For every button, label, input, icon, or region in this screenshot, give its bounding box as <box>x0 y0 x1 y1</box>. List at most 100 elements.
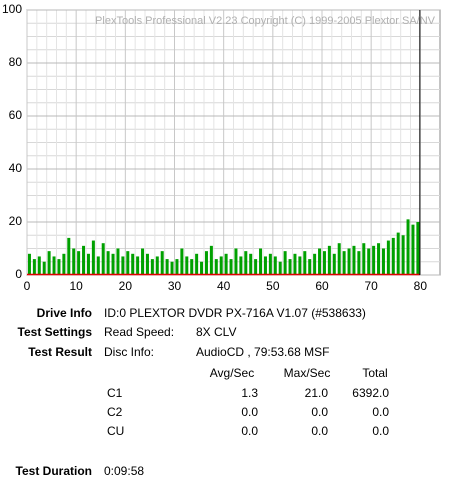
info-value: ID:0 PLEXTOR DVDR PX-716A V1.07 (#538633… <box>104 306 366 320</box>
table-cell: 6392.0 <box>352 386 389 400</box>
error-bar <box>145 253 149 275</box>
x-tick-label: 0 <box>24 279 31 293</box>
error-bar <box>229 259 233 275</box>
error-bar <box>278 261 282 275</box>
table-header: Total <box>362 366 387 380</box>
error-bar <box>293 253 297 275</box>
error-bar <box>72 248 76 275</box>
error-bar <box>357 251 361 275</box>
error-bar <box>308 259 312 275</box>
x-tick-label: 20 <box>119 279 133 293</box>
info-label: Test Result <box>28 345 92 359</box>
info-key: Disc Info: <box>104 345 154 359</box>
error-bar <box>224 253 228 275</box>
x-tick-label: 70 <box>364 279 378 293</box>
x-tick-label: 80 <box>414 279 428 293</box>
error-bar <box>37 256 41 275</box>
info-value: 0:09:58 <box>104 464 144 478</box>
error-bar <box>82 245 86 275</box>
error-bar <box>96 256 100 275</box>
error-bar <box>377 243 381 275</box>
row-label: CU <box>107 424 124 438</box>
watermark: PlexTools Professional V2.23 Copyright (… <box>95 15 436 27</box>
info-value: AudioCD , 79:53.68 MSF <box>196 345 329 359</box>
table-cell: 0.0 <box>372 424 389 438</box>
error-bar <box>396 232 400 275</box>
error-bar <box>303 251 307 275</box>
x-tick-label: 60 <box>315 279 329 293</box>
y-tick-label: 20 <box>9 214 23 228</box>
error-bar <box>259 248 263 275</box>
error-bar <box>209 245 213 275</box>
error-bar <box>150 259 154 275</box>
x-tick-label: 30 <box>168 279 182 293</box>
error-bar <box>141 248 145 275</box>
error-bar <box>386 240 390 275</box>
table-cell: 0.0 <box>311 424 328 438</box>
info-label: Test Settings <box>18 325 93 339</box>
error-bar <box>298 256 302 275</box>
error-bar <box>313 253 317 275</box>
error-bar <box>175 259 179 275</box>
error-bar <box>381 248 385 275</box>
error-bar <box>62 253 66 275</box>
error-bar <box>116 248 120 275</box>
error-bar <box>249 253 253 275</box>
y-tick-label: 100 <box>2 2 22 16</box>
info-value: 8X CLV <box>196 325 236 339</box>
error-bar <box>106 251 110 275</box>
error-bar <box>185 256 189 275</box>
error-bar <box>273 256 277 275</box>
x-tick-label: 10 <box>69 279 83 293</box>
error-bar <box>352 245 356 275</box>
error-bar <box>327 245 331 275</box>
error-bar <box>411 224 415 275</box>
error-bar <box>219 256 223 275</box>
row-label: C2 <box>107 405 123 419</box>
error-bar <box>332 253 336 275</box>
error-bar <box>204 251 208 275</box>
y-tick-label: 0 <box>15 267 22 281</box>
error-bar <box>47 251 51 275</box>
y-tick-label: 60 <box>9 108 23 122</box>
error-bar <box>77 251 81 275</box>
info-label: Drive Info <box>37 306 92 320</box>
error-bar <box>86 253 90 275</box>
table-cell: 0.0 <box>372 405 389 419</box>
error-bar <box>214 259 218 275</box>
x-tick-label: 50 <box>266 279 280 293</box>
error-bar <box>283 251 287 275</box>
info-label: Test Duration <box>16 464 92 478</box>
error-bar <box>391 237 395 275</box>
error-bar <box>160 251 164 275</box>
error-bar <box>136 256 140 275</box>
error-bar <box>131 253 135 275</box>
error-bar <box>200 261 204 275</box>
table-cell: 21.0 <box>305 386 329 400</box>
error-bar <box>347 248 351 275</box>
error-bar <box>111 253 115 275</box>
error-bar <box>170 261 174 275</box>
error-bar <box>322 251 326 275</box>
y-tick-label: 40 <box>9 161 23 175</box>
error-bar <box>190 259 194 275</box>
error-bar <box>42 261 46 275</box>
row-label: C1 <box>107 386 123 400</box>
table-header: Avg/Sec <box>210 366 254 380</box>
error-bar <box>91 240 95 275</box>
error-bar <box>32 259 36 275</box>
error-bar <box>263 256 267 275</box>
error-bar <box>52 256 56 275</box>
error-bar <box>268 253 272 275</box>
table-cell: 0.0 <box>311 405 328 419</box>
x-tick-label: 40 <box>217 279 231 293</box>
error-bar <box>337 243 341 275</box>
error-bar <box>367 248 371 275</box>
error-bar <box>101 243 105 275</box>
y-tick-label: 80 <box>9 55 23 69</box>
error-bar <box>342 251 346 275</box>
error-bar <box>165 259 169 275</box>
error-bar <box>121 256 125 275</box>
